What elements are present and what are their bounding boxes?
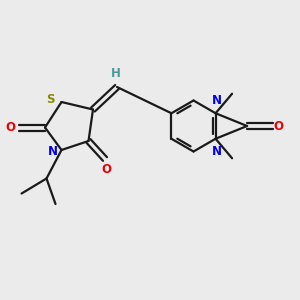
Text: O: O [101,163,112,176]
Text: N: N [48,145,58,158]
Text: H: H [111,68,120,80]
Text: O: O [5,121,15,134]
Text: N: N [212,145,222,158]
Text: O: O [273,119,283,133]
Text: N: N [212,94,222,106]
Text: S: S [46,93,55,106]
